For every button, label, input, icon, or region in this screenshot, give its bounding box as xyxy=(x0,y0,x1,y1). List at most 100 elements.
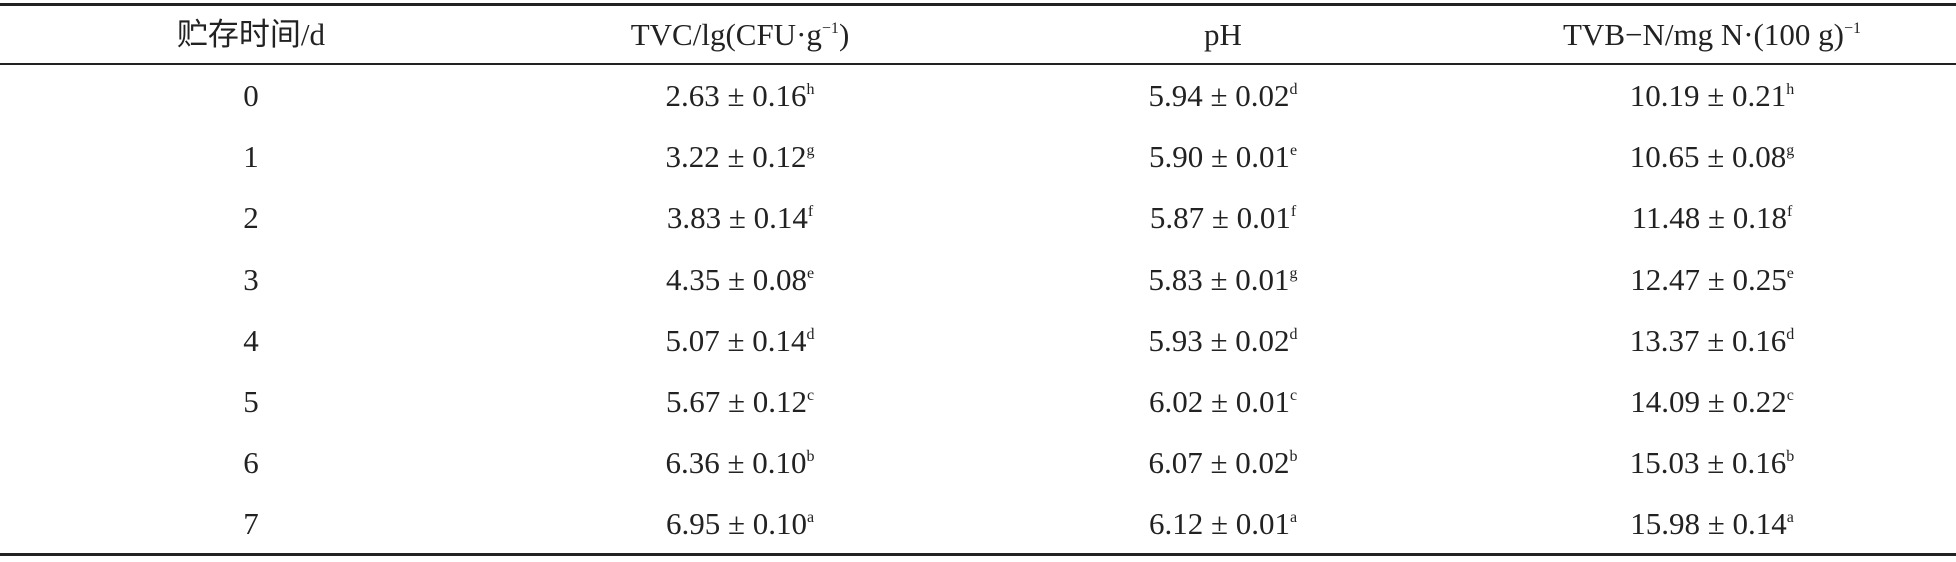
cell-text: 5.87 ± 0.01 xyxy=(1149,200,1291,236)
cell-text: 5.94 ± 0.02 xyxy=(1148,78,1290,113)
table-cell: 15.03 ± 0.16b xyxy=(1472,432,1952,494)
table-cell: 12.47 ± 0.25e xyxy=(1472,249,1952,311)
superscript: g xyxy=(1289,264,1298,282)
cell-text: TVC/lg(CFU·g xyxy=(630,17,822,52)
superscript: b xyxy=(806,448,815,466)
cell-text: 6.36 ± 0.10 xyxy=(665,445,807,481)
superscript: c xyxy=(1786,387,1794,404)
table-cell: 5.93 ± 0.02d xyxy=(983,310,1463,372)
table-cell: 10.65 ± 0.08g xyxy=(1472,126,1952,188)
table-cell: 6.36 ± 0.10b xyxy=(500,432,980,494)
superscript: g xyxy=(806,142,815,160)
cell-text: 5 xyxy=(243,384,259,419)
table-cell: 5 xyxy=(11,371,491,433)
superscript: c xyxy=(1289,387,1298,404)
cell-text: 3.83 ± 0.14 xyxy=(666,200,808,236)
superscript: a xyxy=(806,509,815,527)
cell-text: 12.47 ± 0.25 xyxy=(1630,261,1787,297)
cell-text: 10.65 ± 0.08 xyxy=(1629,139,1787,175)
cell-text: 10.19 ± 0.21 xyxy=(1629,78,1787,113)
table-cell: 6.12 ± 0.01a xyxy=(983,493,1463,555)
superscript: d xyxy=(1289,325,1298,343)
table-cell: 3.22 ± 0.12g xyxy=(500,126,980,188)
table-cell: 2 xyxy=(11,187,491,249)
superscript: e xyxy=(1786,264,1794,282)
table-cell: 7 xyxy=(11,493,491,555)
cell-text: 3 xyxy=(243,261,259,297)
superscript: e xyxy=(806,264,815,282)
table-cell: 15.98 ± 0.14a xyxy=(1472,493,1952,555)
table-cell: 3 xyxy=(11,249,491,311)
superscript: h xyxy=(1786,81,1795,98)
table-cell: 14.09 ± 0.22c xyxy=(1472,371,1952,433)
table-cell: 0 xyxy=(11,65,491,127)
table-cell: 6.02 ± 0.01c xyxy=(983,371,1463,433)
header-cell: TVC/lg(CFU·g−1) xyxy=(500,4,980,66)
cell-text: 13.37 ± 0.16 xyxy=(1629,322,1787,358)
cell-text: 4.35 ± 0.08 xyxy=(665,261,807,297)
cell-text: 6.95 ± 0.10 xyxy=(665,506,807,542)
table-cell: 2.63 ± 0.16h xyxy=(500,65,980,127)
cell-text: 2 xyxy=(243,200,259,236)
superscript: e xyxy=(1289,142,1298,160)
header-rule xyxy=(0,63,1956,65)
superscript: −1 xyxy=(1843,20,1861,37)
table-cell: 4 xyxy=(11,310,491,372)
cell-text: 14.09 ± 0.22 xyxy=(1630,384,1787,419)
cell-text: 4 xyxy=(243,322,259,358)
superscript: a xyxy=(1786,509,1794,527)
cell-text: 6 xyxy=(243,445,259,481)
header-cell: 贮存时间/d xyxy=(11,4,491,66)
table-cell: 5.87 ± 0.01f xyxy=(983,187,1463,249)
cell-text: 2.63 ± 0.16 xyxy=(665,78,807,113)
cell-text: 11.48 ± 0.18 xyxy=(1631,200,1788,236)
cell-text: 1 xyxy=(243,139,259,175)
cell-text: ) xyxy=(838,17,850,52)
cell-text: 贮存时间/d xyxy=(176,17,326,52)
cell-text: 15.98 ± 0.14 xyxy=(1630,506,1787,542)
superscript: c xyxy=(806,387,815,404)
cell-text: 5.67 ± 0.12 xyxy=(665,384,807,419)
table-cell: 6.07 ± 0.02b xyxy=(983,432,1463,494)
table-cell: 5.83 ± 0.01g xyxy=(983,249,1463,311)
cell-text: 5.90 ± 0.01 xyxy=(1148,139,1290,175)
superscript: −1 xyxy=(821,20,839,37)
cell-text: 5.83 ± 0.01 xyxy=(1148,261,1290,297)
superscript: h xyxy=(806,81,815,98)
superscript: d xyxy=(1786,325,1795,343)
table-cell: 5.94 ± 0.02d xyxy=(983,65,1463,127)
table-cell: 11.48 ± 0.18f xyxy=(1472,187,1952,249)
bottom-rule xyxy=(0,553,1956,556)
table-cell: 6.95 ± 0.10a xyxy=(500,493,980,555)
cell-text: 5.93 ± 0.02 xyxy=(1148,322,1290,358)
table-cell: 6 xyxy=(11,432,491,494)
table-cell: 1 xyxy=(11,126,491,188)
table-cell: 4.35 ± 0.08e xyxy=(500,249,980,311)
cell-text: 7 xyxy=(243,506,259,542)
top-rule xyxy=(0,3,1956,6)
table-cell: 5.67 ± 0.12c xyxy=(500,371,980,433)
table-cell: 5.90 ± 0.01e xyxy=(983,126,1463,188)
table-cell: 10.19 ± 0.21h xyxy=(1472,65,1952,127)
superscript: b xyxy=(1786,448,1795,466)
table-cell: 3.83 ± 0.14f xyxy=(500,187,980,249)
cell-text: 15.03 ± 0.16 xyxy=(1629,445,1787,481)
cell-text: 5.07 ± 0.14 xyxy=(665,322,807,358)
superscript: a xyxy=(1289,509,1298,527)
header-cell: TVB−N/mg N·(100 g)−1 xyxy=(1472,4,1952,66)
header-cell: pH xyxy=(983,4,1463,66)
superscript: d xyxy=(1289,81,1298,98)
cell-text: 6.12 ± 0.01 xyxy=(1148,506,1290,542)
superscript: f xyxy=(1290,203,1297,221)
cell-text: 0 xyxy=(243,78,259,113)
superscript: b xyxy=(1289,448,1298,466)
superscript: d xyxy=(806,325,815,343)
cell-text: pH xyxy=(1204,17,1242,52)
table-cell: 5.07 ± 0.14d xyxy=(500,310,980,372)
cell-text: 6.07 ± 0.02 xyxy=(1148,445,1290,481)
superscript: f xyxy=(807,203,814,221)
superscript: g xyxy=(1786,142,1795,160)
cell-text: 3.22 ± 0.12 xyxy=(665,139,807,175)
superscript: f xyxy=(1787,203,1793,221)
